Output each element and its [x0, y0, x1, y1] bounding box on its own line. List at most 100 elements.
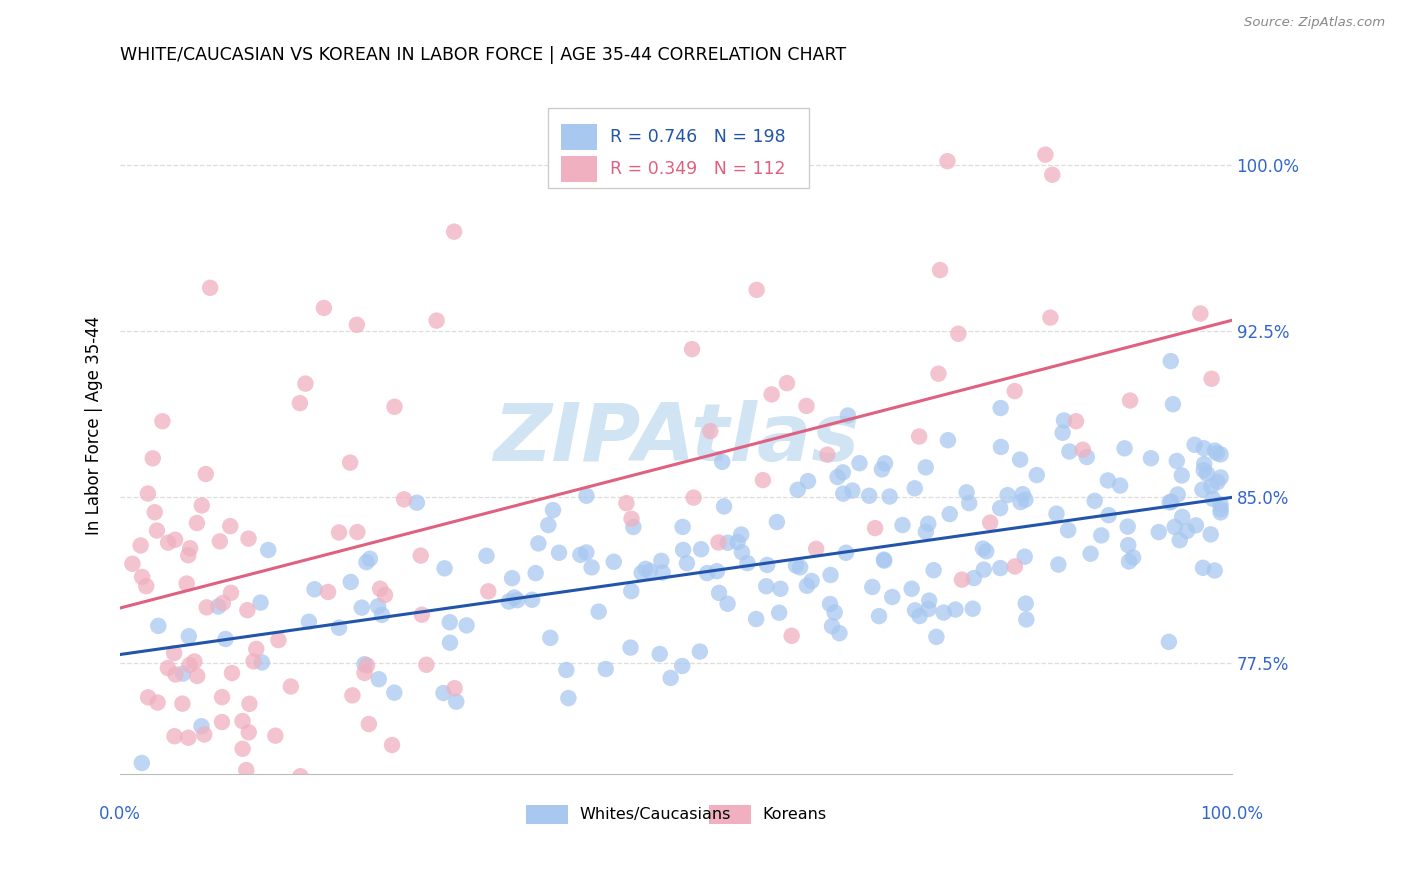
Point — [148, 619, 170, 633]
Point — [121, 557, 143, 571]
Point — [298, 615, 321, 629]
Point — [1147, 525, 1170, 540]
Point — [588, 605, 610, 619]
FancyBboxPatch shape — [548, 108, 810, 188]
Point — [988, 501, 1011, 516]
Point — [353, 657, 375, 672]
Point — [456, 618, 478, 632]
Point — [575, 489, 598, 503]
Point — [177, 731, 200, 745]
Point — [163, 729, 186, 743]
Point — [1059, 444, 1081, 458]
Point — [917, 602, 939, 616]
Point — [800, 574, 823, 588]
Point — [717, 535, 740, 549]
Point — [172, 697, 194, 711]
Point — [290, 769, 312, 783]
Point — [250, 656, 273, 670]
Point — [706, 564, 728, 578]
Point — [136, 690, 159, 705]
Point — [682, 491, 704, 505]
Point — [280, 680, 302, 694]
Point — [339, 574, 361, 589]
Point — [672, 542, 695, 557]
Point — [957, 496, 980, 510]
Point — [415, 657, 437, 672]
Point — [503, 591, 526, 605]
Point — [312, 301, 335, 315]
Point — [186, 669, 208, 683]
Point — [288, 396, 311, 410]
Point — [135, 579, 157, 593]
Point — [411, 607, 433, 622]
Point — [638, 564, 661, 578]
Point — [190, 499, 212, 513]
Point — [824, 606, 846, 620]
Point — [769, 582, 792, 596]
Point — [1185, 518, 1208, 533]
Point — [1197, 467, 1219, 481]
Point — [776, 376, 799, 390]
Point — [713, 500, 735, 514]
Text: R = 0.349   N = 112: R = 0.349 N = 112 — [610, 161, 786, 178]
Point — [211, 596, 233, 610]
Point — [1084, 494, 1107, 508]
Point — [1201, 479, 1223, 493]
Point — [245, 641, 267, 656]
Point — [207, 599, 229, 614]
Point — [1167, 487, 1189, 501]
Point — [950, 573, 973, 587]
Point — [1161, 397, 1184, 411]
Point — [382, 686, 405, 700]
Point — [619, 640, 641, 655]
Point — [1052, 425, 1074, 440]
Point — [346, 318, 368, 332]
Point — [948, 326, 970, 341]
Point — [359, 551, 381, 566]
Point — [1191, 483, 1213, 497]
Point — [131, 570, 153, 584]
Point — [863, 521, 886, 535]
Point — [873, 552, 896, 566]
Point — [837, 409, 859, 423]
Point — [904, 603, 927, 617]
Point — [367, 672, 389, 686]
FancyBboxPatch shape — [526, 805, 568, 824]
Point — [1119, 393, 1142, 408]
Point — [936, 434, 959, 448]
Point — [1189, 306, 1212, 320]
Point — [157, 535, 180, 549]
Point — [672, 520, 695, 534]
Point — [548, 546, 571, 560]
Point — [1039, 310, 1062, 325]
Point — [167, 862, 190, 876]
Point — [990, 401, 1012, 415]
Point — [238, 532, 260, 546]
Point — [796, 579, 818, 593]
Point — [1053, 413, 1076, 427]
Point — [848, 456, 870, 470]
Point — [785, 558, 807, 573]
Point — [620, 512, 643, 526]
Point — [925, 630, 948, 644]
Point — [616, 496, 638, 510]
Point — [1184, 438, 1206, 452]
Point — [929, 263, 952, 277]
Point — [918, 593, 941, 607]
Point — [1080, 547, 1102, 561]
Point — [179, 541, 201, 556]
Point — [443, 681, 465, 696]
Point — [707, 586, 730, 600]
Point — [780, 629, 803, 643]
Point — [1045, 507, 1067, 521]
Point — [727, 535, 749, 549]
Point — [1192, 442, 1215, 456]
Point — [1209, 497, 1232, 511]
Point — [1171, 509, 1194, 524]
Point — [235, 763, 257, 777]
Point — [689, 644, 711, 658]
Point — [915, 524, 938, 539]
Point — [870, 462, 893, 476]
Point — [671, 659, 693, 673]
Point — [804, 541, 827, 556]
